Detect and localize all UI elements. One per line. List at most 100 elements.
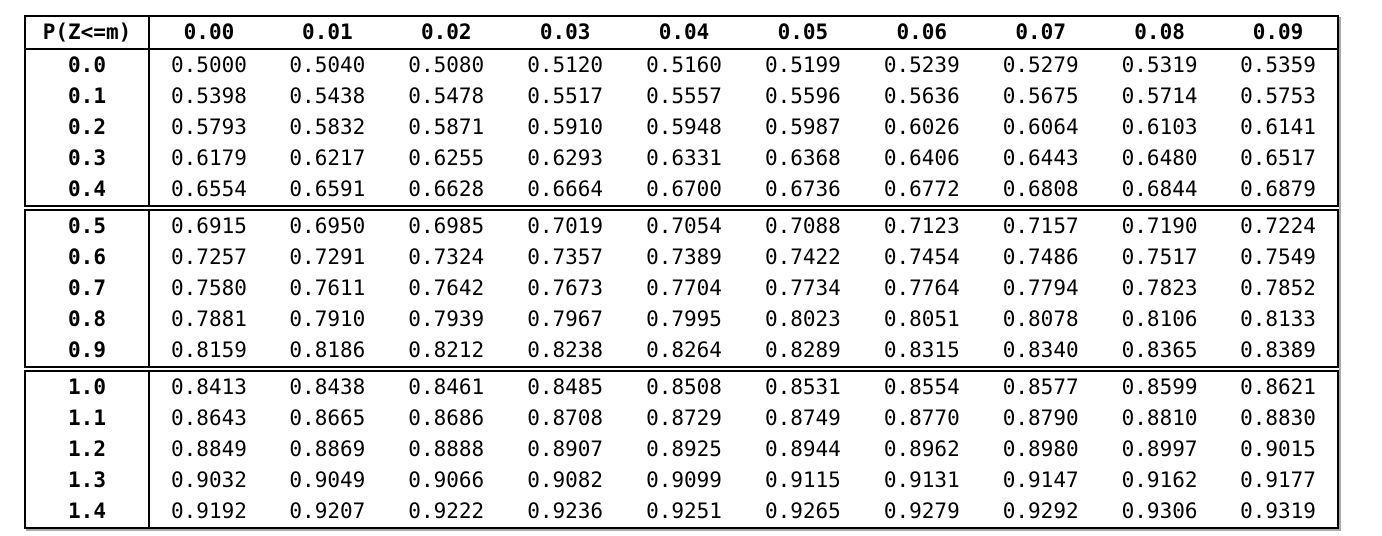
col-header: 0.04 [624, 16, 744, 50]
cell: 0.7995 [646, 307, 722, 331]
cell: 0.7389 [646, 245, 722, 269]
cell: 0.9066 [408, 468, 485, 492]
table-row: 1.1 0.8643 0.8665 0.8686 0.8708 0.8729 0.8749 0… [25, 403, 1338, 434]
cell: 0.7642 [408, 276, 485, 300]
cell: 0.5793 [171, 115, 247, 139]
cell: 0.8830 [1240, 406, 1316, 430]
row-label: 0.8 [25, 304, 150, 335]
cell: 0.5000 [171, 53, 247, 77]
cell: 0.5398 [171, 84, 247, 108]
cell: 0.7517 [1121, 245, 1198, 269]
cell: 0.5596 [764, 84, 841, 108]
cell: 0.6406 [883, 146, 960, 170]
cell: 0.7257 [171, 245, 247, 269]
row-label: 0.6 [25, 242, 150, 273]
cell: 0.8212 [408, 338, 485, 362]
cell: 0.8944 [764, 437, 841, 461]
cell: 0.7580 [171, 276, 247, 300]
cell: 0.5279 [1002, 53, 1079, 77]
cell: 0.9265 [764, 499, 841, 523]
row-label: 1.4 [25, 496, 150, 528]
cell: 0.8159 [171, 338, 247, 362]
cell: 0.6103 [1121, 115, 1198, 139]
cell: 0.5636 [883, 84, 960, 108]
cell: 0.7967 [527, 307, 604, 331]
cell: 0.8962 [883, 437, 960, 461]
cell: 0.6628 [408, 177, 485, 201]
cell: 0.8554 [883, 375, 960, 399]
cell: 0.6808 [1002, 177, 1079, 201]
cell: 0.6368 [764, 146, 841, 170]
cell: 0.9177 [1240, 468, 1316, 492]
row-label: 0.9 [25, 335, 150, 369]
cell: 0.8686 [408, 406, 485, 430]
cell: 0.9147 [1002, 468, 1079, 492]
table-row: 1.2 0.8849 0.8869 0.8888 0.8907 0.8925 0.8944 0… [25, 434, 1338, 465]
cell: 0.7454 [883, 245, 960, 269]
cell: 0.5557 [646, 84, 722, 108]
table-row: 1.0 0.8413 0.8438 0.8461 0.8485 0.8508 0.8531 0… [25, 369, 1338, 403]
cell: 0.8790 [1002, 406, 1079, 430]
row-label: 0.3 [25, 143, 150, 174]
row-label: 1.3 [25, 465, 150, 496]
cell: 0.6950 [289, 214, 366, 238]
cell: 0.9251 [646, 499, 722, 523]
cell: 0.6141 [1240, 115, 1316, 139]
table-row: 0.1 0.5398 0.5438 0.5478 0.5517 0.5557 0.5596 0… [25, 81, 1338, 112]
cell: 0.7939 [408, 307, 485, 331]
cell: 0.8238 [527, 338, 604, 362]
table-row: 0.4 0.6554 0.6591 0.6628 0.6664 0.6700 0.6736 0… [25, 174, 1338, 208]
cell: 0.7019 [527, 214, 604, 238]
cell: 0.7910 [289, 307, 366, 331]
cell: 0.9032 [171, 468, 247, 492]
cell: 0.8365 [1121, 338, 1198, 362]
col-header: 0.06 [862, 16, 982, 50]
table-row: 1.3 0.9032 0.9049 0.9066 0.9082 0.9099 0.9115 0… [25, 465, 1338, 496]
cell: 0.7088 [764, 214, 841, 238]
cell: 0.9099 [646, 468, 722, 492]
cell: 0.9306 [1121, 499, 1198, 523]
cell: 0.9192 [171, 499, 247, 523]
cell: 0.6591 [289, 177, 366, 201]
row-label: 1.0 [25, 369, 150, 403]
table-row: 0.9 0.8159 0.8186 0.8212 0.8238 0.8264 0.8289 0… [25, 335, 1338, 369]
cell: 0.8810 [1121, 406, 1198, 430]
cell: 0.7123 [883, 214, 960, 238]
cell: 0.6700 [646, 177, 722, 201]
col-header: 0.00 [149, 16, 268, 50]
cell: 0.8888 [408, 437, 485, 461]
cell: 0.7704 [646, 276, 722, 300]
cell: 0.8907 [527, 437, 604, 461]
corner-header: P(Z<=m) [25, 16, 150, 50]
col-header: 0.03 [505, 16, 625, 50]
cell: 0.7190 [1121, 214, 1198, 238]
cell: 0.6879 [1240, 177, 1316, 201]
cell: 0.8106 [1121, 307, 1198, 331]
cell: 0.5948 [646, 115, 722, 139]
cell: 0.6664 [527, 177, 604, 201]
cell: 0.7734 [764, 276, 841, 300]
table-row: 0.6 0.7257 0.7291 0.7324 0.7357 0.7389 0.7422 0… [25, 242, 1338, 273]
cell: 0.5675 [1002, 84, 1079, 108]
cell: 0.9319 [1240, 499, 1316, 523]
cell: 0.8997 [1121, 437, 1198, 461]
cell: 0.5359 [1240, 53, 1316, 77]
cell: 0.7794 [1002, 276, 1079, 300]
cell: 0.8438 [289, 375, 366, 399]
cell: 0.7764 [883, 276, 960, 300]
cell: 0.9292 [1002, 499, 1079, 523]
cell: 0.5160 [646, 53, 722, 77]
table-row: 1.4 0.9192 0.9207 0.9222 0.9236 0.9251 0.9265 0… [25, 496, 1338, 528]
cell: 0.8023 [764, 307, 841, 331]
cell: 0.8186 [289, 338, 366, 362]
cell: 0.7054 [646, 214, 722, 238]
cell: 0.5478 [408, 84, 485, 108]
cell: 0.8749 [764, 406, 841, 430]
cell: 0.8289 [764, 338, 841, 362]
table-row: 0.7 0.7580 0.7611 0.7642 0.7673 0.7704 0.7734 0… [25, 273, 1338, 304]
cell: 0.6517 [1240, 146, 1316, 170]
cell: 0.5987 [764, 115, 841, 139]
cell: 0.6217 [289, 146, 366, 170]
cell: 0.6772 [883, 177, 960, 201]
